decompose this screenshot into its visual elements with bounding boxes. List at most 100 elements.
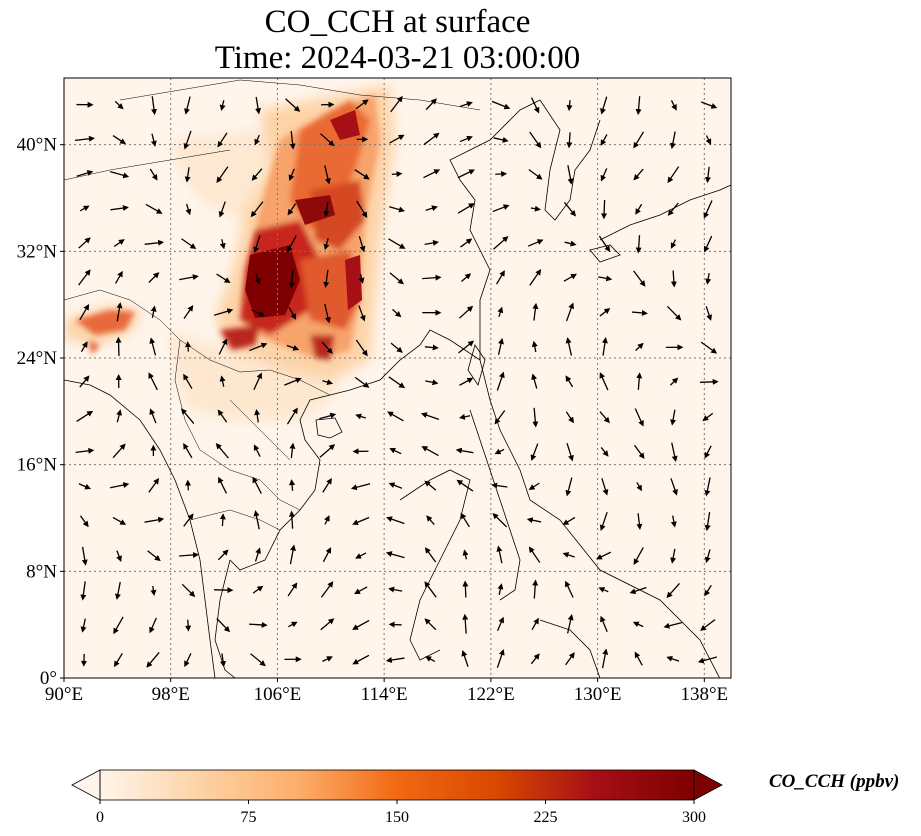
- wind-vector: [462, 613, 469, 634]
- wind-vector: [461, 273, 472, 282]
- wind-vector: [526, 517, 542, 524]
- wind-vector: [149, 337, 157, 356]
- lat-tick-label: 24°N: [17, 348, 58, 369]
- wind-vector: [358, 273, 365, 284]
- colorbar-extend-min: [71, 769, 101, 801]
- wind-vector: [635, 203, 643, 215]
- wind-vector: [388, 482, 403, 489]
- wind-vector: [286, 344, 300, 351]
- wind-vector: [215, 443, 229, 459]
- wind-vector: [634, 408, 644, 427]
- wind-vector: [252, 585, 264, 594]
- wind-vector: [354, 586, 368, 595]
- gridlines: [64, 78, 731, 678]
- wind-vector: [458, 305, 474, 319]
- coastlines: [64, 99, 731, 678]
- wind-vector: [355, 552, 367, 559]
- wind-vector: [565, 652, 575, 666]
- wind-vector: [598, 275, 613, 282]
- wind-vector: [425, 379, 439, 386]
- wind-vector: [390, 342, 403, 353]
- wind-vector: [491, 482, 508, 489]
- wind-vector: [388, 238, 406, 249]
- wind-vector: [80, 618, 87, 633]
- wind-vector: [386, 516, 405, 525]
- wind-vector: [320, 133, 335, 147]
- wind-vector: [218, 201, 226, 218]
- wind-vector: [389, 134, 405, 144]
- wind-vector: [322, 379, 334, 386]
- lat-tick-label: 32°N: [17, 241, 58, 262]
- lat-tick-label: 0°: [40, 668, 57, 689]
- wind-vector: [116, 550, 122, 562]
- wind-vector: [599, 511, 608, 532]
- wind-vector: [600, 134, 608, 146]
- wind-vector: [565, 302, 575, 322]
- wind-vector: [354, 169, 370, 180]
- colorbar-ticks: 0 75 150 225 300: [96, 800, 706, 826]
- wind-vector: [566, 442, 574, 462]
- wind-vector: [492, 204, 510, 213]
- wind-vector: [528, 482, 540, 490]
- colorbar-tick-label: 225: [534, 809, 558, 826]
- wind-vector: [530, 443, 539, 461]
- wind-vector: [462, 549, 469, 560]
- wind-vector: [79, 205, 90, 212]
- wind-vector: [601, 337, 608, 356]
- wind-vector: [144, 516, 165, 523]
- wind-vector: [497, 337, 504, 355]
- wind-vector: [670, 478, 678, 496]
- wind-vector: [670, 515, 677, 528]
- wind-vector: [599, 411, 610, 424]
- lat-tick-label: 16°N: [17, 455, 58, 476]
- wind-vector: [529, 268, 542, 286]
- wind-vector: [600, 615, 608, 632]
- wind-vector: [355, 99, 369, 110]
- wind-vector: [78, 483, 92, 490]
- wind-vector: [352, 516, 370, 526]
- wind-vector: [184, 167, 191, 183]
- colorbar-tick-label: 150: [385, 809, 409, 826]
- wind-vector: [144, 239, 165, 246]
- wind-vector: [79, 375, 90, 388]
- wind-vector: [146, 652, 160, 668]
- wind-vector: [496, 649, 505, 668]
- wind-vector: [704, 549, 711, 564]
- wind-vector: [147, 550, 161, 562]
- wind-vector: [703, 200, 713, 219]
- wind-vector: [217, 409, 228, 423]
- wind-vector: [285, 98, 301, 112]
- lon-tick-label: 130°E: [574, 684, 622, 705]
- wind-vector: [458, 340, 475, 354]
- wind-vector: [421, 446, 439, 457]
- wind-vector: [422, 274, 442, 281]
- wind-vector: [531, 617, 539, 631]
- wind-vector: [532, 579, 539, 599]
- wind-vector: [113, 652, 123, 668]
- wind-vector: [219, 239, 226, 250]
- wind-vector: [284, 377, 302, 386]
- wind-vector: [184, 96, 191, 115]
- wind-vector: [79, 303, 90, 320]
- wind-vector: [150, 133, 157, 147]
- wind-vector: [253, 372, 263, 391]
- wind-vector: [700, 341, 718, 354]
- wind-vector: [354, 376, 370, 388]
- wind-vector: [115, 336, 122, 356]
- wind-vector: [179, 551, 199, 558]
- lon-tick-label: 138°E: [680, 684, 728, 705]
- wind-vector: [78, 237, 91, 249]
- wind-vector: [389, 272, 404, 285]
- wind-vector: [251, 309, 265, 317]
- wind-vector: [457, 169, 476, 179]
- wind-vector: [250, 201, 264, 218]
- wind-vector: [566, 100, 573, 112]
- wind-vector: [669, 131, 676, 150]
- wind-vector: [424, 239, 440, 246]
- wind-vector: [79, 515, 89, 528]
- wind-vector: [391, 170, 403, 177]
- wind-vector: [389, 447, 402, 455]
- wind-vector: [320, 581, 334, 598]
- wind-vector: [705, 306, 713, 321]
- wind-vector: [633, 270, 646, 287]
